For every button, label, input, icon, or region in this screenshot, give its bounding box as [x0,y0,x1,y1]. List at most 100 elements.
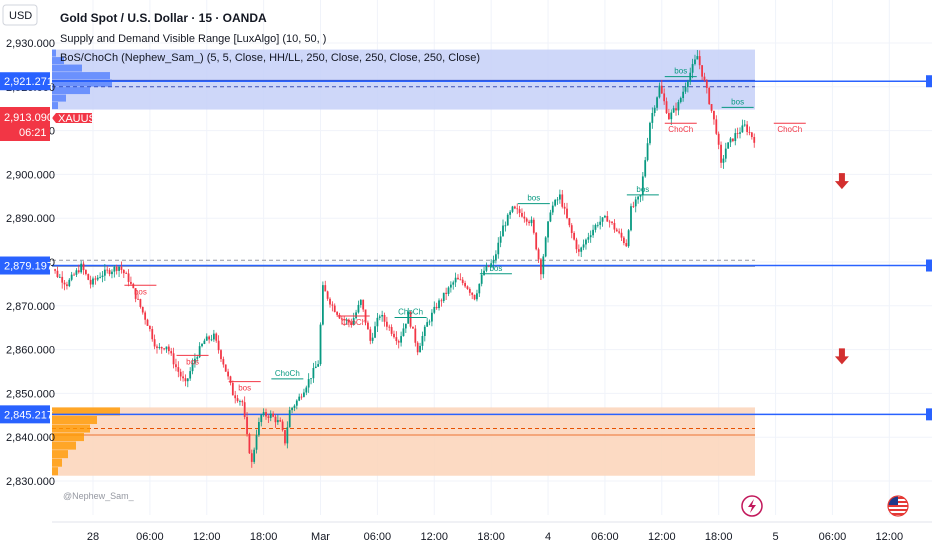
candle-body [682,91,685,99]
candle-body [390,327,393,334]
candle-body [478,283,481,294]
time-tick-label: 06:00 [136,531,164,543]
candle-body [139,299,142,307]
candle-body [125,273,128,274]
candle-body [250,453,253,462]
indicator-bos-choch[interactable]: BoS/ChoCh (Nephew_Sam_) (5, 5, Close, HH… [60,52,480,64]
candle-body [461,279,464,284]
candle-body [352,318,355,326]
candle-body [70,274,73,280]
candle-body [191,363,194,372]
time-tick-label: 12:00 [421,531,449,543]
candle-body [227,371,229,377]
indicator-supply-demand[interactable]: Supply and Demand Visible Range [LuxAlgo… [60,33,326,45]
candle-body [345,319,348,321]
candle-body [580,247,583,252]
candle-body [627,230,630,247]
candle-body [568,218,571,226]
candle-body [499,236,502,243]
candle-body [542,256,545,275]
candle-body [464,283,466,287]
candle-body [656,97,658,108]
candle-body [120,266,123,270]
chart-title[interactable]: Gold Spot / U.S. Dollar · 15 · OANDA [60,11,267,25]
candle-body [492,259,495,264]
candle-body [739,132,741,134]
candle-body [457,277,459,280]
time-axis[interactable]: 28 06:00 12:00 18:00 Mar 06:00 12:00 18:00 4 06:0… [52,521,932,543]
down-arrow-icon [834,173,849,190]
candle-body [710,104,713,111]
candle-body [279,420,282,422]
candle-body [449,284,452,288]
candle-body [653,107,656,113]
candle-body [307,379,310,388]
candle-body [314,366,317,369]
candle-body [513,206,516,209]
candle-body [99,276,102,278]
candle-body [743,124,746,126]
candle-body [447,287,450,294]
candle-body [262,412,265,415]
volume-profile-bar [52,424,90,433]
candle-body [236,398,239,402]
candle-body [750,132,753,138]
candle-body [639,195,642,197]
candle-body [694,59,696,65]
candle-body [426,322,429,327]
candle-body [359,299,362,305]
candle-body [620,232,623,238]
candle-body [414,328,417,343]
candle-body [303,392,305,397]
candle-body [265,412,267,417]
candle-body [660,85,663,94]
candle-body [523,216,526,219]
currency-button[interactable]: USD [2,4,38,26]
candle-body [348,319,350,323]
candle-body [111,271,113,275]
lightning-icon[interactable] [741,495,763,517]
candle-body [73,274,75,276]
candle-body [651,112,654,123]
candle-body [201,343,203,347]
candle-body [556,199,559,201]
candle-body [615,229,618,232]
us-flag-icon[interactable] [887,495,909,517]
time-tick-label: 4 [545,531,551,543]
volume-profile-bar [52,458,62,467]
volume-profile-bar [52,64,82,72]
candle-body [487,265,490,267]
candle-body [234,395,237,399]
candle-body [473,294,476,300]
candle-body [175,364,177,368]
candle-body [151,329,154,340]
candle-body [490,263,493,267]
time-tick-label: 06:00 [819,531,847,543]
candle-body [84,270,87,275]
candle-body [561,194,564,207]
time-tick-label: 28 [87,531,99,543]
candle-body [317,364,320,367]
candle-body [215,333,218,341]
candle-body [182,376,184,379]
candle-body [115,266,118,271]
candle-body [402,328,405,337]
candle-body [646,143,649,161]
candle-body [134,288,137,299]
candle-body [376,317,379,327]
candle-body [435,306,438,309]
structure-label: ChoCh [341,318,366,327]
candle-body [383,314,386,322]
price-tick-label: 2,930.000 [6,38,55,50]
structure-label: bos [186,357,199,366]
candle-body [404,323,407,329]
time-tick-label: 12:00 [193,531,221,543]
candle-body [113,266,116,272]
candle-body [300,396,303,398]
candle-body [340,318,343,320]
candle-body [416,342,419,353]
candle-body [80,263,83,273]
candle-body [203,340,206,344]
candle-body [281,421,284,431]
